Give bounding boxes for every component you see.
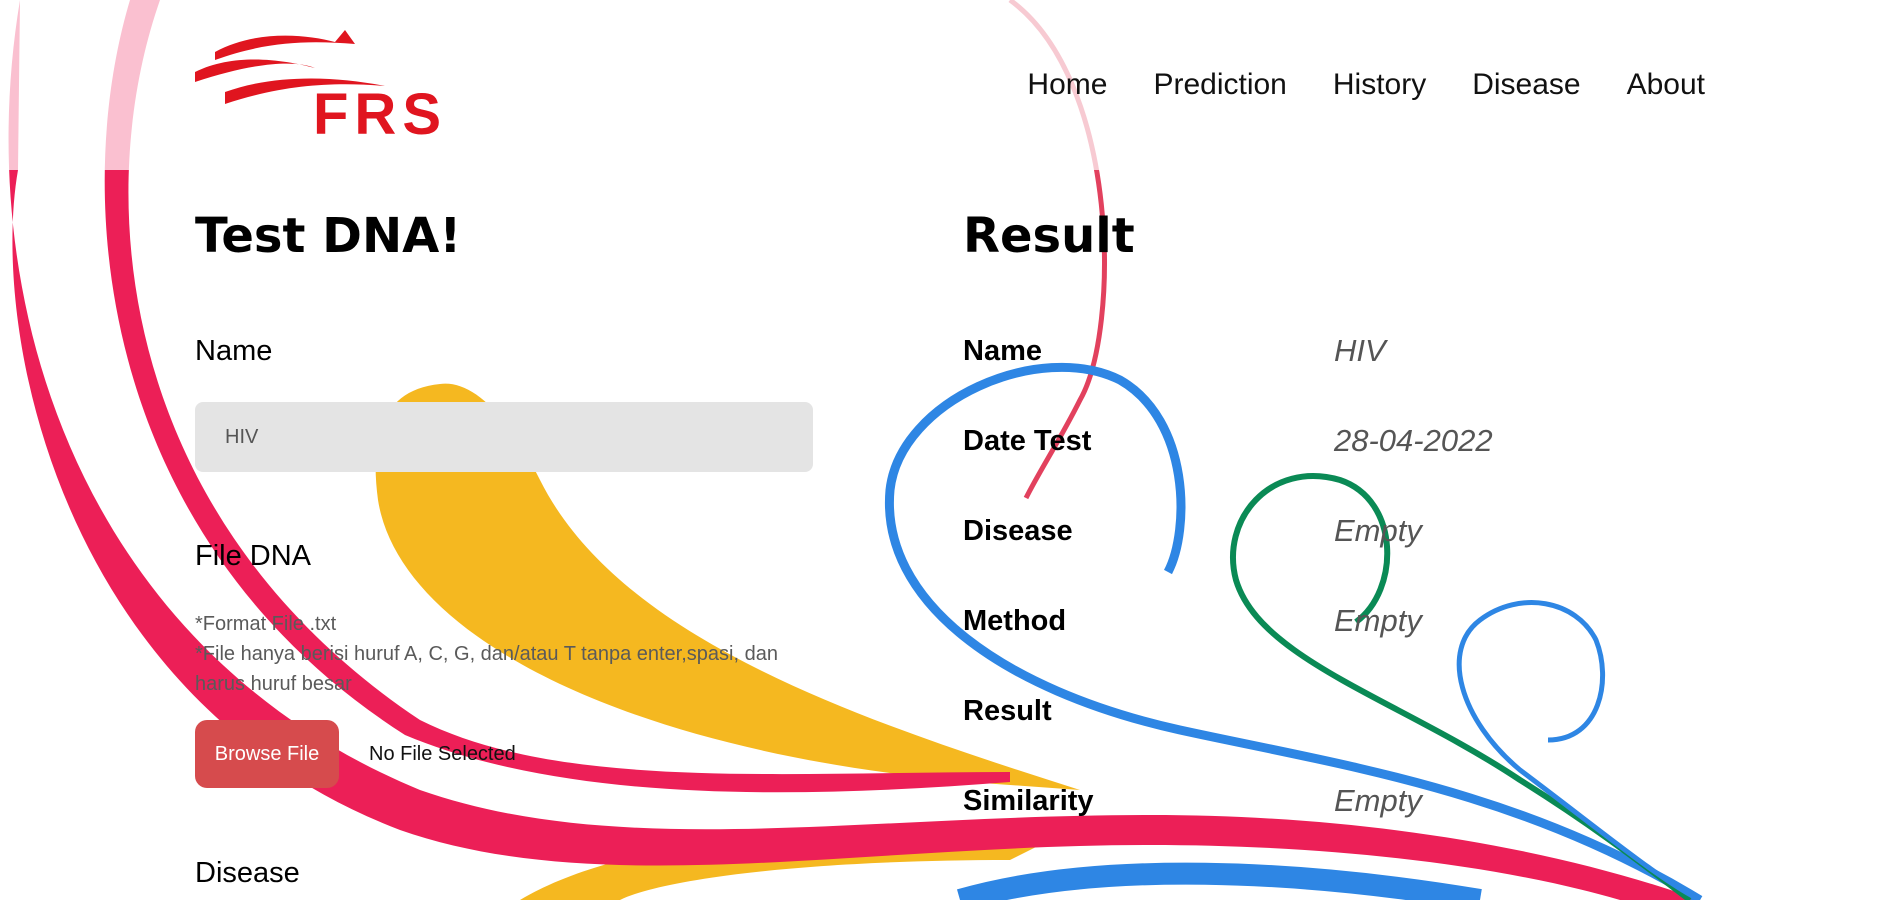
result-value-similarity: Empty bbox=[1334, 783, 1422, 818]
nav-history[interactable]: History bbox=[1332, 68, 1427, 101]
result-value-name: HIV bbox=[1334, 333, 1386, 368]
browse-file-button[interactable]: Browse File bbox=[195, 720, 339, 788]
logo-text: FRS bbox=[313, 82, 447, 147]
nav-home[interactable]: Home bbox=[1027, 68, 1108, 101]
result-value-disease: Empty bbox=[1334, 513, 1422, 548]
result-title: Result bbox=[963, 208, 1135, 264]
nav-disease[interactable]: Disease bbox=[1472, 68, 1581, 101]
result-label-disease: Disease bbox=[963, 515, 1073, 547]
main-nav: Home Prediction History Disease About bbox=[1027, 68, 1705, 102]
navbar: FRS Home Prediction History Disease Abou… bbox=[0, 0, 1900, 170]
result-label-result: Result bbox=[963, 695, 1052, 727]
result-label-name: Name bbox=[963, 335, 1042, 367]
nav-about[interactable]: About bbox=[1626, 68, 1705, 101]
note-line-format: *Format File .txt bbox=[195, 613, 337, 635]
dolphin-wave-logo-icon bbox=[195, 30, 385, 104]
result-label-date: Date Test bbox=[963, 425, 1092, 457]
file-dna-label: File DNA bbox=[195, 540, 312, 572]
result-label-similarity: Similarity bbox=[963, 785, 1094, 817]
form-title: Test DNA! bbox=[195, 208, 462, 264]
frs-logo[interactable]: FRS bbox=[195, 20, 455, 144]
name-input[interactable] bbox=[195, 402, 813, 472]
file-format-note: *Format File .txt *File hanya berisi hur… bbox=[195, 609, 805, 699]
result-label-method: Method bbox=[963, 605, 1067, 637]
nav-prediction[interactable]: Prediction bbox=[1153, 68, 1287, 101]
note-line-content: *File hanya berisi huruf A, C, G, dan/at… bbox=[195, 643, 778, 695]
file-status-text: No File Selected bbox=[369, 743, 516, 765]
disease-label: Disease bbox=[195, 857, 300, 889]
result-value-method: Empty bbox=[1334, 603, 1422, 638]
name-label: Name bbox=[195, 335, 273, 367]
result-value-date: 28-04-2022 bbox=[1334, 423, 1493, 458]
